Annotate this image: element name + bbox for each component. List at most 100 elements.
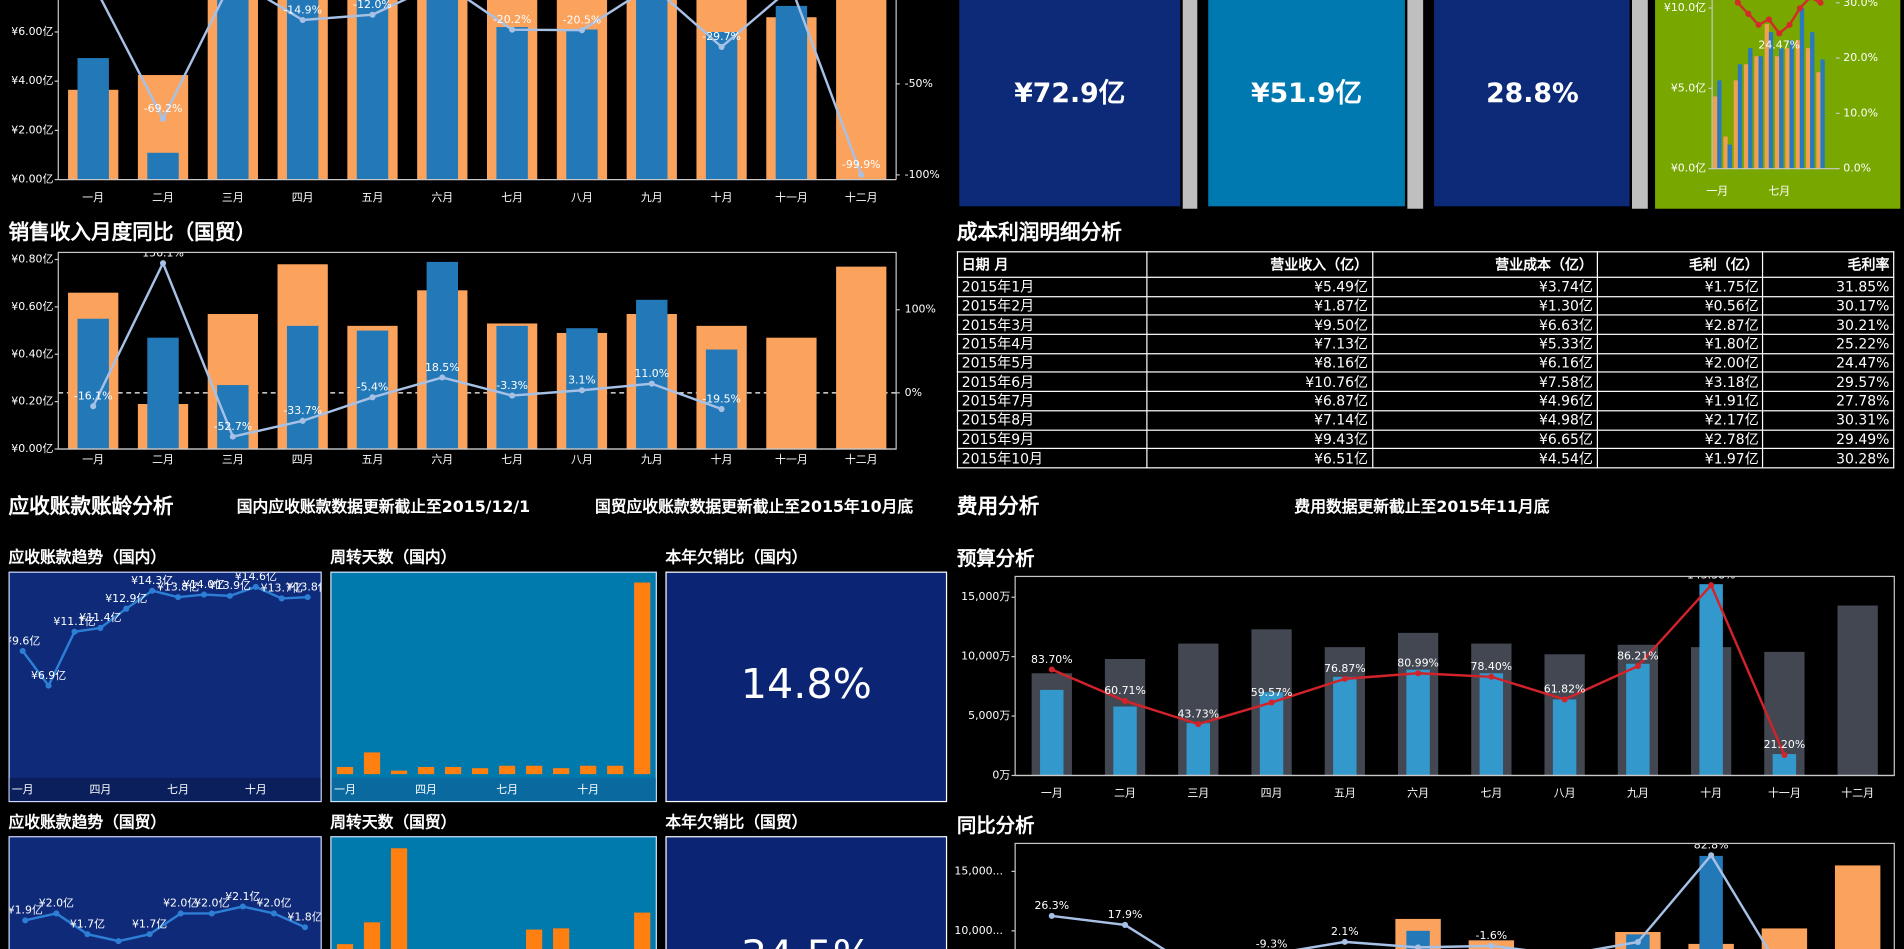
data-label: 21.20% <box>1764 738 1806 751</box>
table-body: 2015年1月 ¥5.49亿 ¥3.74亿 ¥1.75亿 31.85% 2015年2月 ¥1… <box>956 276 1895 469</box>
data-label: -69.2% <box>144 102 183 115</box>
column-header: 营业收入（亿） <box>1146 251 1373 278</box>
x-tick-label: 六月 <box>1407 787 1429 800</box>
bar <box>147 152 179 180</box>
x-tick-label: 九月 <box>641 191 663 204</box>
table-row: 2015年4月 ¥7.13亿 ¥5.33亿 ¥1.80亿 25.22% <box>956 333 1895 355</box>
bar <box>836 266 887 450</box>
data-label: 156.1% <box>142 246 184 259</box>
data-label: ¥12.9亿 <box>105 592 147 605</box>
point <box>509 26 516 33</box>
bar <box>356 0 389 180</box>
line <box>100 0 863 176</box>
table-cell: 29.49% <box>1762 429 1895 450</box>
section-note: 国内应收账款数据更新截止至2015/12/1 <box>237 497 530 516</box>
data-label: 11.0% <box>634 367 669 380</box>
table-title: 成本利润明细分析 <box>957 220 1122 244</box>
x-tick-label: 六月 <box>431 191 453 204</box>
scrollbar[interactable] <box>1632 0 1648 209</box>
section-note: 费用数据更新截止至2015年11月底 <box>1294 497 1549 516</box>
x-tick-label: 十月 <box>577 782 599 796</box>
data-label: 18.5% <box>425 361 460 374</box>
bar <box>496 27 528 180</box>
line <box>21 585 308 688</box>
data-label: -12.0% <box>353 0 392 11</box>
table-cell: ¥6.51亿 <box>1146 448 1373 469</box>
line-layer: -69.2% -14.9% -12.0% -20.2% -20.5% -29.7% -99.… <box>100 0 881 178</box>
chart: 周转天数（国贸） <box>330 812 651 949</box>
panel <box>665 571 948 803</box>
point <box>301 924 309 931</box>
plot: 26.3% 17.9% -9.3% 2.1% -1.6% 82.8% <box>1034 843 1881 949</box>
bar <box>1837 605 1878 776</box>
kpi-value: 28.8% <box>1486 78 1579 109</box>
y2-tick-label: 0% <box>905 386 922 399</box>
table-cell: ¥5.49亿 <box>1146 276 1373 297</box>
point <box>90 403 97 410</box>
chart: 26.3% 17.9% -9.3% 2.1% -1.6% 82.8% 同比分析 10,000.… <box>954 814 1895 949</box>
data-label: 60.71% <box>1104 684 1146 697</box>
point <box>1634 663 1641 670</box>
bar <box>426 261 459 450</box>
point <box>718 43 725 50</box>
table-cell: ¥2.00亿 <box>1596 352 1764 374</box>
point <box>1734 0 1741 6</box>
y-tick-label: ¥0.0亿 <box>1671 162 1706 175</box>
x-tick-label: 七月 <box>167 783 189 796</box>
x-tick-label: 一月 <box>82 453 104 466</box>
chart-title: 同比分析 <box>957 814 1035 837</box>
table-cell: 30.17% <box>1762 295 1895 316</box>
point <box>1341 938 1348 945</box>
x-tick-label: 八月 <box>571 191 593 204</box>
data-label: 76.87% <box>1324 662 1366 675</box>
x-tick-label: 一月 <box>82 191 104 204</box>
table-row: 2015年9月 ¥9.43亿 ¥6.65亿 ¥2.78亿 29.49% <box>956 429 1895 450</box>
section-note: 国贸应收账款数据更新截止至2015年10月底 <box>595 497 913 516</box>
point <box>71 628 78 635</box>
bar <box>217 0 249 180</box>
chart: ¥1.9亿¥2.0亿¥1.7亿 ¥1.7亿¥2.0亿¥2.0亿¥2.1亿¥2.0亿… <box>9 812 321 945</box>
line-layer: 83.70% 60.71% 43.73% 59.57% 76.87% 80.99% 78.4… <box>1031 576 1806 758</box>
chart-title: 周转天数（国内） <box>330 548 456 567</box>
bar <box>580 765 597 775</box>
bar <box>77 58 109 180</box>
panel <box>8 571 322 803</box>
bar <box>553 928 570 949</box>
column-header: 日期 月 <box>956 251 1149 278</box>
table-cell: 27.78% <box>1762 390 1895 412</box>
line-layer: 24.47% <box>1716 0 1824 51</box>
table-cell: 29.57% <box>1762 371 1895 393</box>
y-tick-label: ¥0.80亿 <box>11 253 53 266</box>
kpi-tile <box>1434 0 1630 207</box>
table-cell: ¥10.76亿 <box>1146 371 1373 393</box>
x-tick-label: 七月 <box>501 453 523 466</box>
table-row: 2015年6月 ¥10.76亿 ¥7.58亿 ¥3.18亿 29.57% <box>956 371 1895 393</box>
plot-frame <box>1014 842 1895 949</box>
data-label: -3.3% <box>496 379 528 392</box>
data-label: -5.4% <box>357 381 389 394</box>
point <box>149 587 156 594</box>
scrollbar[interactable] <box>1407 0 1424 209</box>
profit-table: 日期 月营业收入（亿） 营业成本（亿） 毛利（亿） 毛利率 2015年1月 ¥5.49亿 ¥… <box>956 251 1895 469</box>
scrollbar[interactable] <box>1182 0 1198 209</box>
plot <box>336 848 651 949</box>
table-cell: 30.21% <box>1762 314 1895 336</box>
x-tick-label: 二月 <box>152 191 174 204</box>
point <box>1786 21 1793 28</box>
bar <box>1772 754 1797 776</box>
x-tick-label: 十月 <box>711 190 733 204</box>
point <box>1048 666 1055 673</box>
point <box>1765 16 1772 23</box>
line-layer: -16.1% 156.1% -52.7% -33.7% -5.4% 18.5% -3.3% 3… <box>74 246 741 440</box>
bar <box>336 944 354 949</box>
column-header: 毛利率 <box>1762 251 1895 278</box>
data-label: ¥2.1亿 <box>225 890 260 903</box>
bar <box>1805 48 1811 169</box>
x-tick-label: 四月 <box>292 191 314 204</box>
bar <box>1186 723 1211 776</box>
bar <box>553 768 570 775</box>
y-tick-label: ¥0.00亿 <box>11 173 53 186</box>
bar <box>1479 673 1504 776</box>
bar <box>1333 676 1357 776</box>
y-tick-label: 10,000... <box>954 924 1003 937</box>
